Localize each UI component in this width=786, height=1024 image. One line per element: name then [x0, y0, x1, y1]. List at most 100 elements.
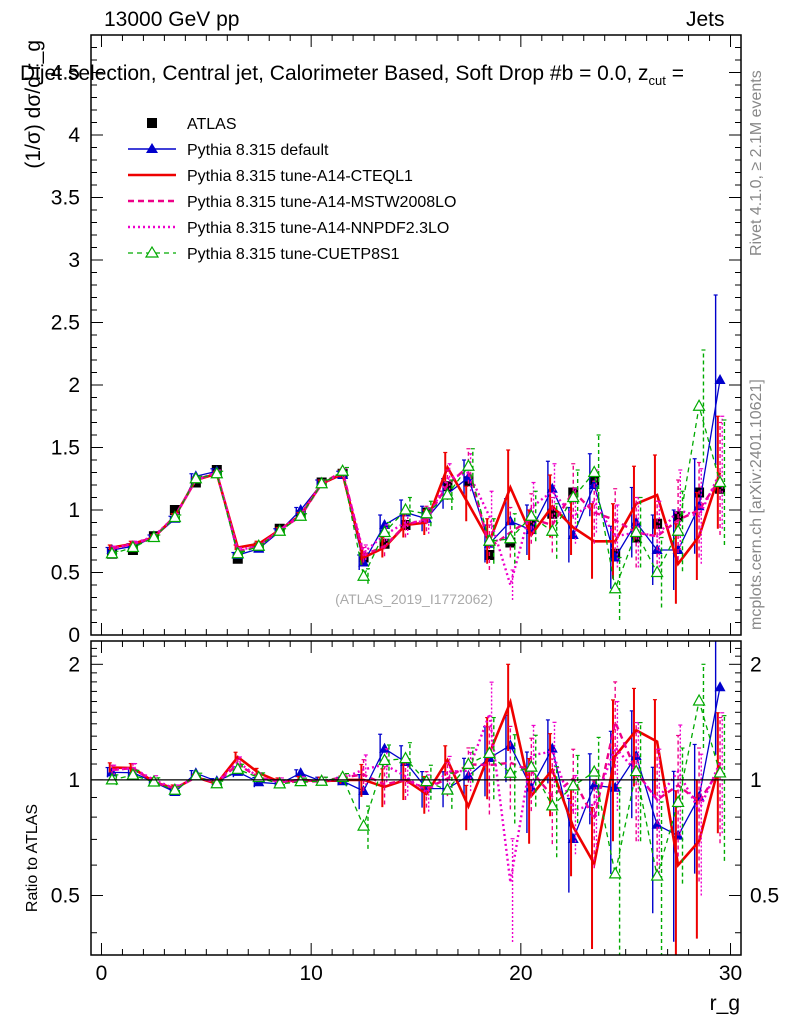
ratio-point-cuetp8s1: [336, 770, 350, 782]
main-series-line-2: [111, 464, 721, 557]
legend-label-mstw: Pythia 8.315 tune-A14-MSTW2008LO: [187, 194, 456, 211]
y-tick-label: 3: [68, 249, 80, 272]
main-point-cuetp8s1: [587, 465, 601, 478]
ratio-point-default: [714, 681, 726, 692]
legend-label-cuetp8s1: Pythia 8.315 tune-CUETP8S1: [187, 246, 400, 263]
ratio-point-default: [295, 767, 307, 778]
ratio-point-cuetp8s1: [357, 818, 371, 831]
plot-title-subscript: cut: [648, 73, 666, 89]
ratio-y-axis-label: Ratio to ATLAS: [24, 804, 41, 912]
y-tick-label: 4: [68, 124, 80, 147]
x-tick-label: 0: [96, 962, 108, 985]
main-point-cuetp8s1: [419, 506, 433, 519]
main-series-line-4: [111, 406, 721, 592]
main-point-cuetp8s1: [608, 581, 622, 594]
main-point-default: [714, 374, 726, 384]
ratio-point-default: [588, 779, 600, 790]
main-point-cuetp8s1: [126, 540, 140, 553]
main-point-cuetp8s1: [357, 569, 371, 581]
main-point-cuetp8s1: [399, 502, 413, 515]
ratio-y-tick-label-right: 0.5: [750, 885, 779, 908]
mcplots-label: mcplots.cern.ch [arXiv:2401.10621]: [748, 379, 765, 630]
axes: 0 10 20 30 0 0.5 1 1.5 2 2.5 3 3.5 4 4.5 0.5 0.5 1 1 2 2: [51, 34, 779, 985]
ratio-point-cuetp8s1: [461, 757, 475, 769]
y-tick-label: 1.5: [51, 437, 80, 460]
ratio-point-cuetp8s1: [566, 778, 580, 791]
main-point-cuetp8s1: [273, 524, 287, 536]
ratio-point-cuetp8s1: [231, 762, 245, 774]
ratio-point-cuetp8s1: [671, 795, 685, 808]
legend-marker-default: [146, 143, 158, 153]
ratio-series-line-1: [111, 697, 722, 869]
main-point-cuetp8s1: [524, 509, 538, 521]
main-point-cuetp8s1: [336, 464, 350, 476]
main-panel-curves: [105, 294, 727, 620]
ratio-point-cuetp8s1: [608, 866, 622, 879]
legend-label-atlas: ATLAS: [187, 116, 237, 133]
plot-title-tail: =: [665, 62, 684, 85]
main-point-cuetp8s1: [461, 459, 475, 471]
main-point-cuetp8s1: [378, 525, 392, 538]
x-tick-label: 10: [299, 962, 322, 985]
main-point-cuetp8s1: [189, 471, 203, 484]
ratio-point-default: [651, 818, 663, 829]
ratio-point-cuetp8s1: [378, 753, 392, 766]
ratio-point-cuetp8s1: [168, 782, 182, 795]
atlas-data-point: [715, 483, 726, 494]
atlas-data-point: [169, 505, 180, 515]
legend-marker-cuetp8s1: [144, 245, 160, 258]
ratio-point-cuetp8s1: [650, 868, 664, 881]
main-point-cuetp8s1: [440, 487, 454, 500]
main-point-cuetp8s1: [294, 509, 308, 521]
analysis-label: (ATLAS_2019_I1772062): [335, 591, 493, 607]
ratio-point-default: [379, 742, 391, 753]
main-point-cuetp8s1: [629, 525, 643, 538]
y-tick-label: 1: [68, 499, 80, 522]
atlas-data-point: [652, 518, 663, 529]
ratio-point-cuetp8s1: [440, 782, 454, 795]
main-point-cuetp8s1: [147, 530, 161, 543]
ratio-y-tick-label-right: 2: [750, 653, 762, 676]
main-point-default: [379, 519, 391, 529]
legend-label-cteql1: Pythia 8.315 tune-A14-CTEQL1: [187, 168, 413, 185]
y-tick-label: 0: [68, 624, 80, 647]
ratio-point-cuetp8s1: [126, 767, 140, 780]
main-point-cuetp8s1: [210, 466, 224, 479]
main-point-cuetp8s1: [692, 399, 706, 411]
x-tick-label: 20: [509, 962, 532, 985]
ratio-y-tick-label-right: 1: [750, 769, 762, 792]
y-tick-label: 2.5: [51, 312, 80, 335]
main-point-cuetp8s1: [650, 565, 664, 578]
ratio-point-cuetp8s1: [482, 746, 496, 759]
y-tick-label: 0.5: [51, 562, 80, 585]
plot-title: Dijet selection, Central jet, Calorimete…: [20, 62, 684, 88]
ratio-point-cuetp8s1: [273, 776, 287, 789]
y-tick-label: 2: [68, 374, 80, 397]
main-point-cuetp8s1: [168, 510, 182, 523]
main-point-cuetp8s1: [713, 475, 727, 488]
ratio-series-line-3: [111, 713, 722, 883]
main-point-cuetp8s1: [503, 531, 517, 544]
energy-label: 13000 GeV pp: [104, 8, 240, 31]
main-point-cuetp8s1: [566, 490, 580, 503]
y-tick-label: 4.5: [51, 62, 80, 85]
ratio-point-cuetp8s1: [503, 766, 517, 778]
main-point-cuetp8s1: [545, 524, 559, 536]
ratio-panel-curves: [105, 641, 727, 955]
y-tick-label: 3.5: [51, 187, 80, 210]
legend-label-nnpdf: Pythia 8.315 tune-A14-NNPDF2.3LO: [187, 220, 449, 237]
main-point-cuetp8s1: [231, 546, 245, 559]
ratio-point-cuetp8s1: [399, 751, 413, 764]
process-label: Jets: [686, 8, 725, 31]
ratio-point-cuetp8s1: [545, 798, 559, 811]
ratio-point-cuetp8s1: [692, 693, 706, 706]
ratio-point-cuetp8s1: [587, 764, 601, 777]
ratio-point-cuetp8s1: [713, 765, 727, 778]
ratio-point-cuetp8s1: [294, 774, 308, 787]
ratio-point-cuetp8s1: [147, 774, 161, 787]
ratio-point-cuetp8s1: [629, 764, 643, 777]
main-point-cuetp8s1: [315, 476, 329, 489]
main-y-axis-label: (1/σ) dσ/d r_g: [22, 40, 45, 169]
ratio-series-line-0: [111, 687, 721, 842]
